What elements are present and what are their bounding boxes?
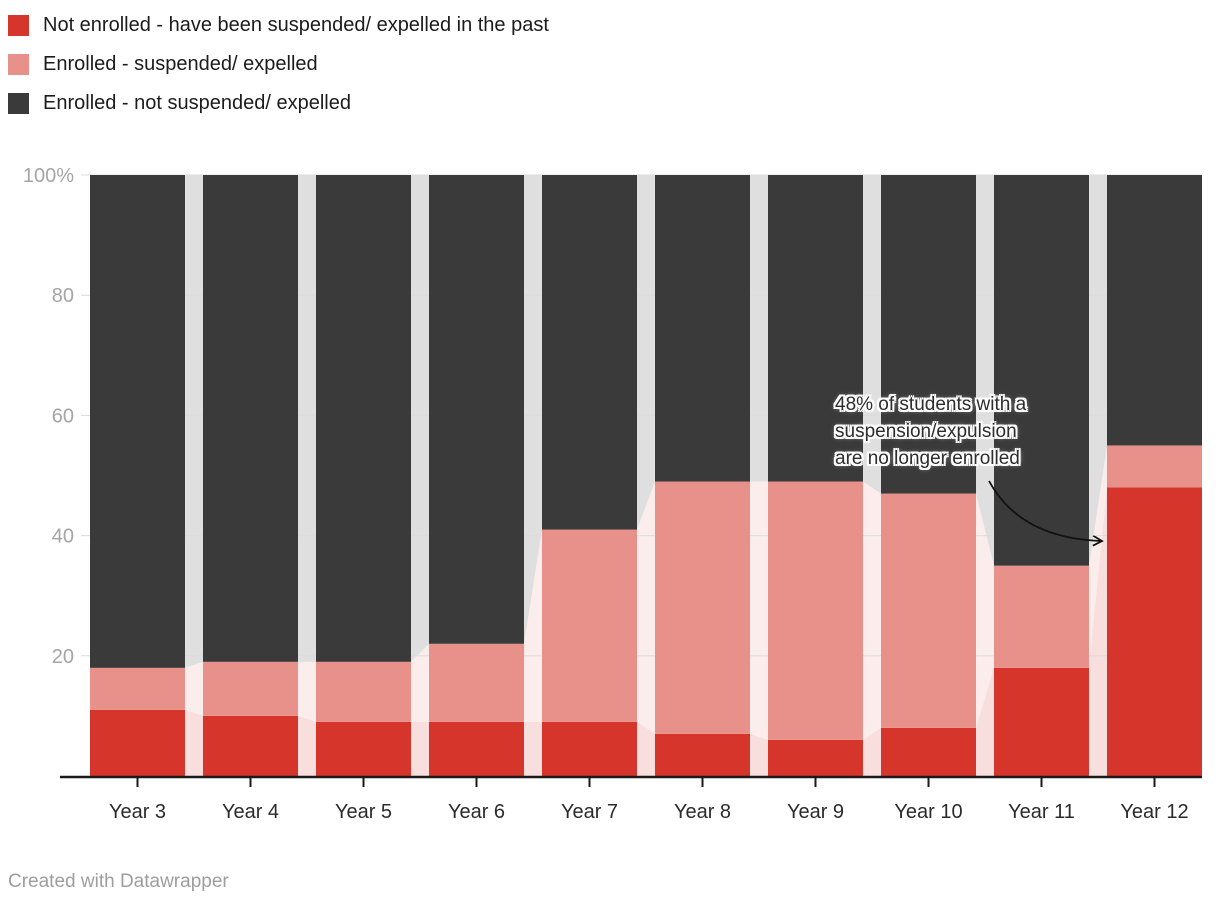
bar-segment[interactable]: Year 9: Not enrolled - have been suspend… (768, 739, 863, 776)
bar-segment[interactable]: Year 10: Enrolled - not suspended/ expel… (881, 175, 976, 494)
chart-annotation: 48% of students with a suspension/expuls… (835, 391, 1095, 472)
bar-segment[interactable]: Year 5: Enrolled - not suspended/ expell… (316, 175, 411, 662)
bar-segment[interactable]: Year 11: Enrolled - suspended/ expelled … (994, 565, 1089, 668)
legend: Not enrolled - have been suspended/ expe… (8, 14, 549, 131)
bar-segment[interactable]: Year 5: Not enrolled - have been suspend… (316, 721, 411, 776)
bar-segment[interactable]: Year 10: Not enrolled - have been suspen… (881, 727, 976, 776)
legend-item: Enrolled - suspended/ expelled (8, 53, 549, 75)
connector-band (90, 487, 1202, 776)
bar-segment[interactable]: Year 6: Not enrolled - have been suspend… (429, 721, 524, 776)
legend-item: Enrolled - not suspended/ expelled (8, 92, 549, 114)
annotation-line: 48% of students with a (835, 394, 1027, 415)
x-axis-tick-label: Year 11 (1008, 801, 1075, 823)
legend-swatch-enrolled-suspended (8, 53, 29, 75)
bar-segment[interactable]: Year 10: Enrolled - suspended/ expelled … (881, 493, 976, 728)
bar-segment[interactable]: Year 8: Enrolled - suspended/ expelled 4… (655, 481, 750, 734)
bar-segment[interactable]: Year 6: Enrolled - suspended/ expelled 1… (429, 643, 524, 722)
legend-label: Enrolled - suspended/ expelled (43, 53, 318, 75)
x-axis-tick-label: Year 8 (674, 801, 731, 823)
annotation-line: are no longer enrolled (835, 448, 1020, 469)
y-axis-tick-label: 100% (23, 165, 74, 187)
bar-segment[interactable]: Year 3: Enrolled - not suspended/ expell… (90, 175, 185, 668)
bar-segment[interactable]: Year 3: Enrolled - suspended/ expelled 7… (90, 667, 185, 710)
x-axis-tick-label: Year 4 (222, 801, 279, 823)
annotation-line: suspension/expulsion (835, 421, 1017, 442)
y-axis-tick-label: 80 (52, 285, 74, 307)
legend-swatch-not-enrolled (8, 14, 29, 36)
x-axis-tick-label: Year 9 (787, 801, 844, 823)
bar-segment[interactable]: Year 9: Enrolled - suspended/ expelled 4… (768, 481, 863, 740)
y-axis-tick-label: 40 (52, 526, 74, 548)
bar-segment[interactable]: Year 4: Enrolled - not suspended/ expell… (203, 175, 298, 662)
bar-segment[interactable]: Year 4: Enrolled - suspended/ expelled 9… (203, 661, 298, 716)
x-axis-tick-label: Year 7 (561, 801, 618, 823)
bar-segment[interactable]: Year 3: Not enrolled - have been suspend… (90, 709, 185, 776)
bar-segment[interactable]: Year 4: Not enrolled - have been suspend… (203, 715, 298, 776)
bar-segment[interactable]: Year 5: Enrolled - suspended/ expelled 1… (316, 661, 411, 722)
bar-segment[interactable]: Year 12: Enrolled - not suspended/ expel… (1107, 175, 1202, 446)
legend-swatch-enrolled-not-suspended (8, 92, 29, 114)
annotation-arrow (988, 480, 1101, 541)
x-axis-tick-label: Year 6 (448, 801, 505, 823)
x-axis-tick-label: Year 5 (335, 801, 392, 823)
x-axis-tick-label: Year 12 (1120, 801, 1188, 823)
bar-segment[interactable]: Year 9: Enrolled - not suspended/ expell… (768, 175, 863, 482)
bar-segment[interactable]: Year 8: Enrolled - not suspended/ expell… (655, 175, 750, 482)
bar-segment[interactable]: Year 11: Not enrolled - have been suspen… (994, 667, 1089, 776)
y-axis-tick-label: 60 (52, 405, 74, 427)
x-axis-tick-label: Year 10 (894, 801, 962, 823)
bar-segment[interactable]: Year 8: Not enrolled - have been suspend… (655, 733, 750, 776)
legend-label: Not enrolled - have been suspended/ expe… (43, 14, 549, 36)
bar-segment[interactable]: Year 7: Enrolled - not suspended/ expell… (542, 175, 637, 530)
x-axis-tick-label: Year 3 (109, 801, 166, 823)
bar-segment[interactable]: Year 12: Not enrolled - have been suspen… (1107, 487, 1202, 776)
bar-segment[interactable]: Year 11: Enrolled - not suspended/ expel… (994, 175, 1089, 566)
legend-label: Enrolled - not suspended/ expelled (43, 92, 351, 114)
datawrapper-credit: Created with Datawrapper (8, 871, 229, 892)
bar-segment[interactable]: Year 6: Enrolled - not suspended/ expell… (429, 175, 524, 644)
bar-segment[interactable]: Year 7: Enrolled - suspended/ expelled 3… (542, 529, 637, 722)
y-axis-tick-label: 20 (52, 646, 74, 668)
bar-segment[interactable]: Year 12: Enrolled - suspended/ expelled … (1107, 445, 1202, 488)
legend-item: Not enrolled - have been suspended/ expe… (8, 14, 549, 36)
bar-segment[interactable]: Year 7: Not enrolled - have been suspend… (542, 721, 637, 776)
